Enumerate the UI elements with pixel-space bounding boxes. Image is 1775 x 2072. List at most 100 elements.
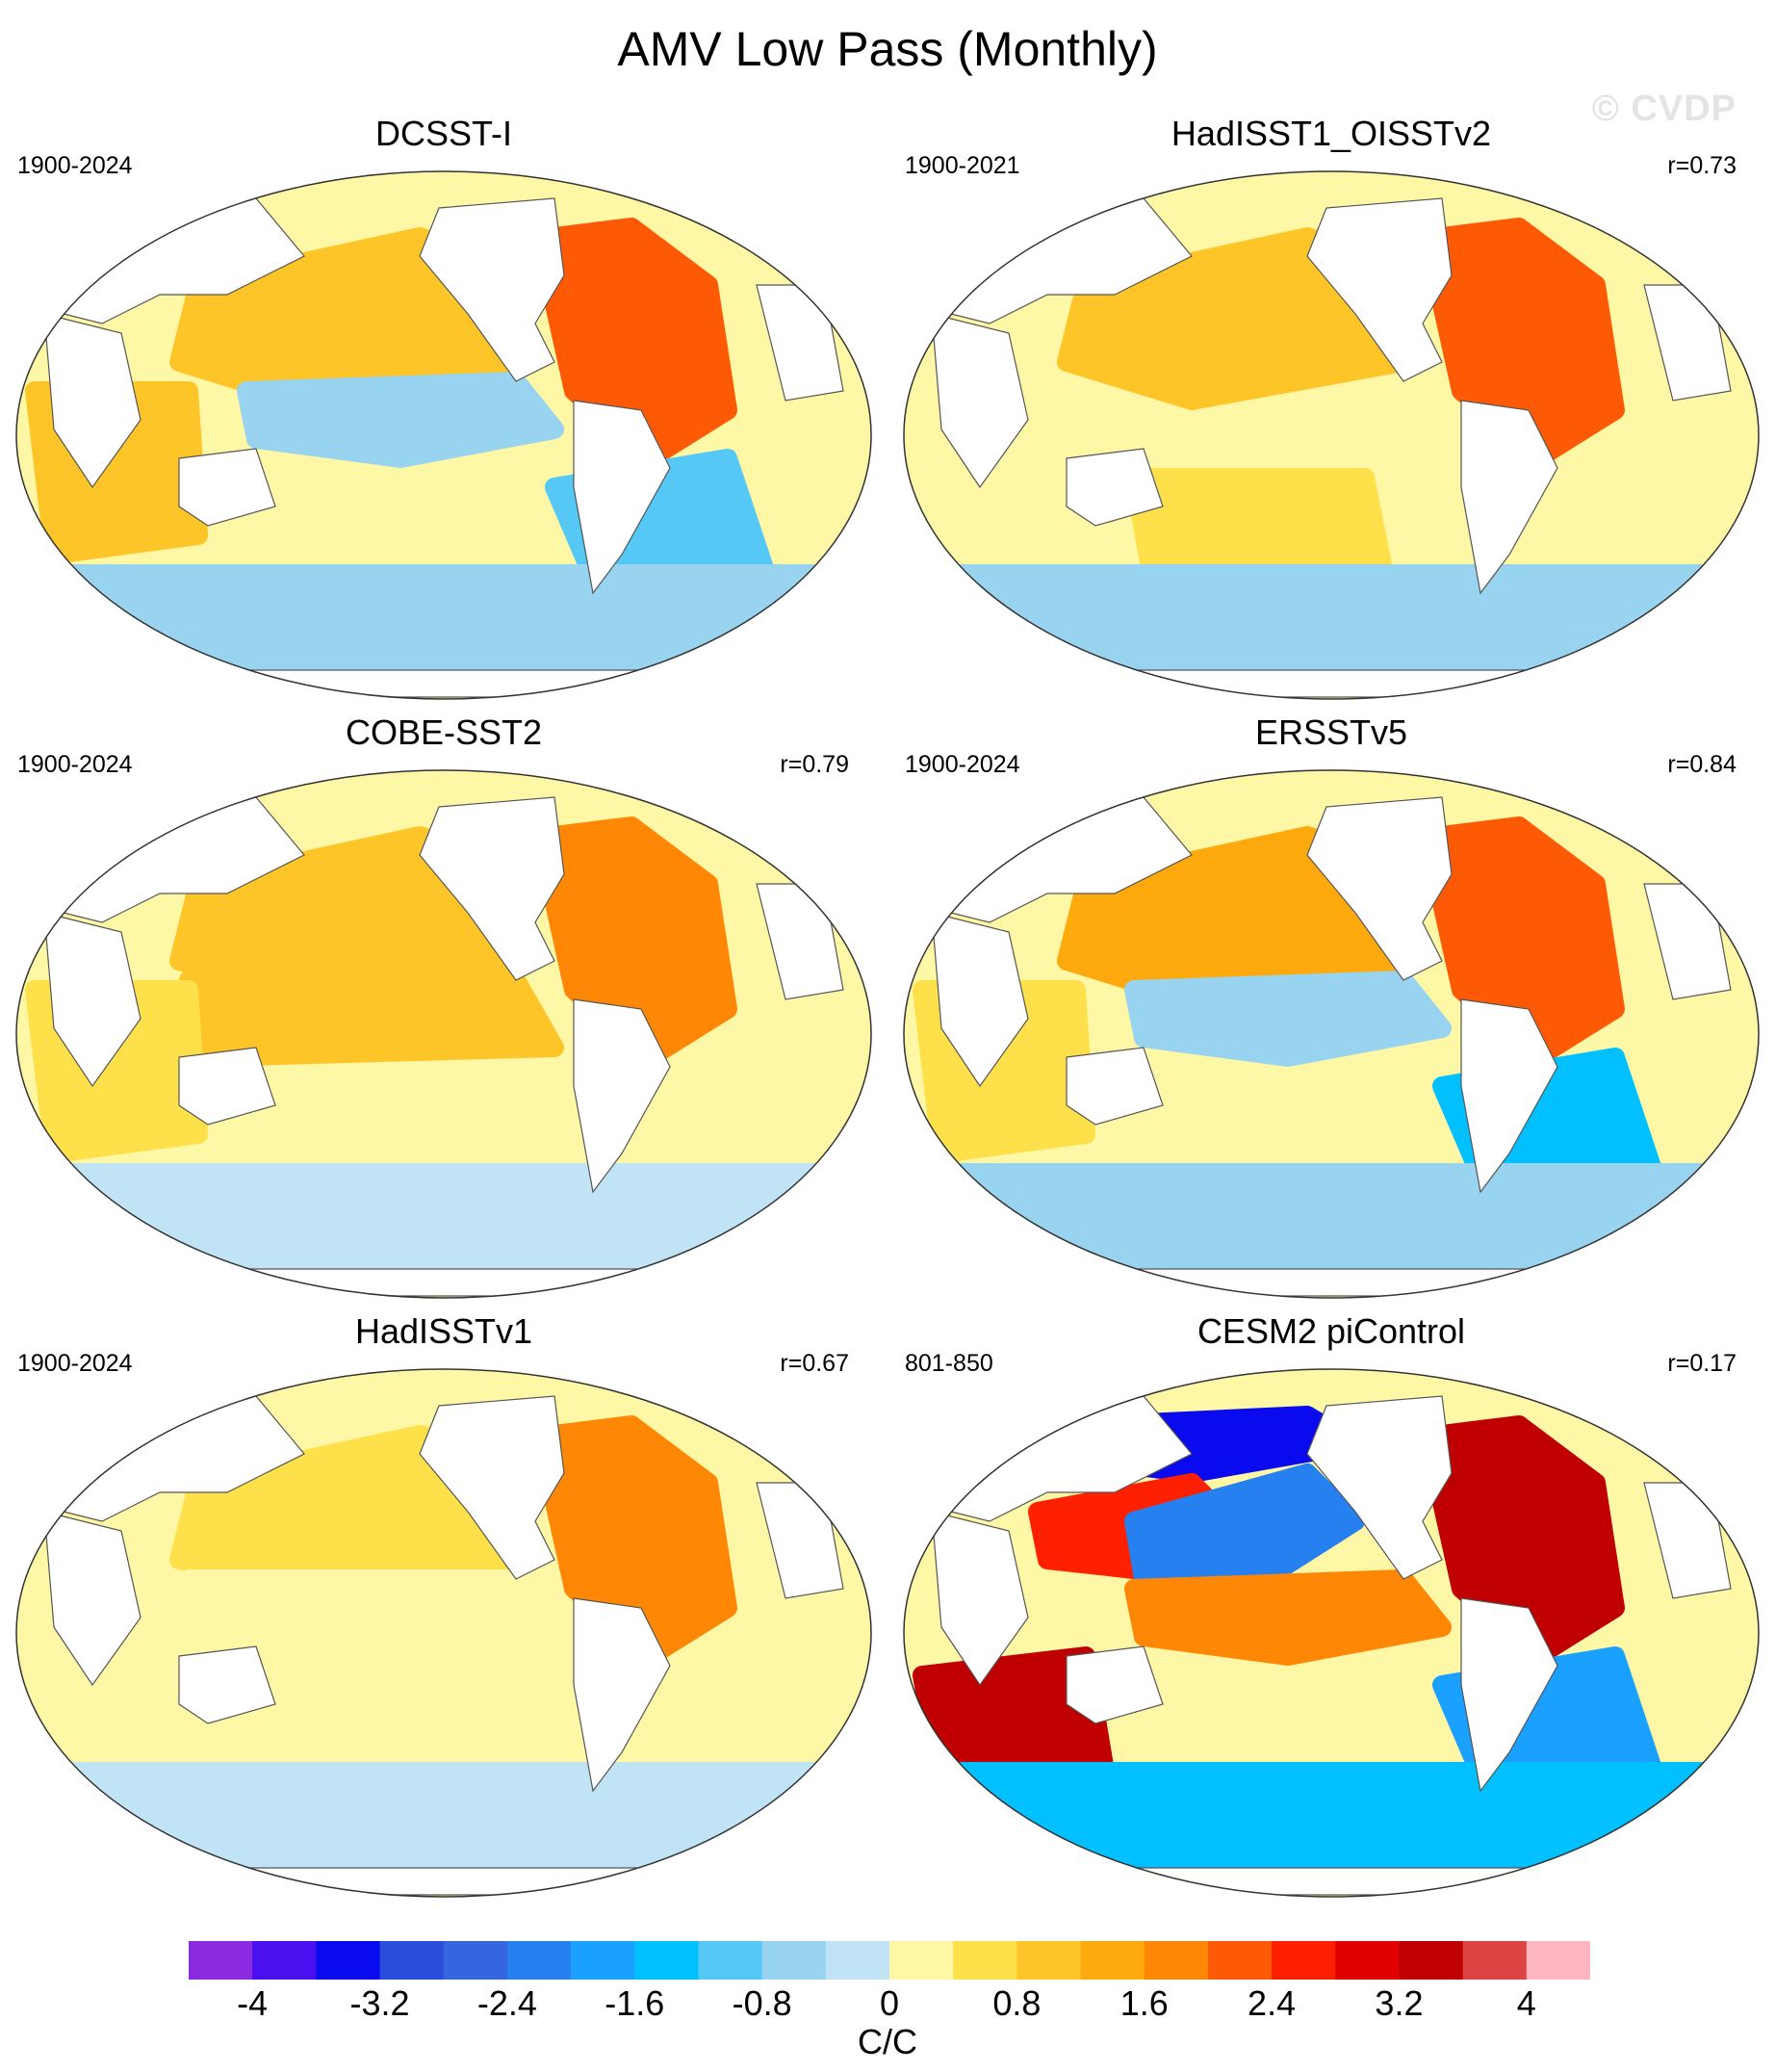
anomaly-central-north-pacific xyxy=(1124,1463,1365,1598)
colorbar-tick-label: 4 xyxy=(1516,1983,1536,2023)
robinson-map xyxy=(15,769,872,1299)
map-frame xyxy=(15,170,872,700)
anomaly-north-atlantic xyxy=(1432,816,1625,1067)
correlation-label: r=0.17 xyxy=(1667,1350,1736,1377)
land-mass-4 xyxy=(178,448,276,527)
colorbar-box-13 xyxy=(1016,1941,1082,1980)
land-mass-0 xyxy=(419,197,565,382)
colorbar-tick-label: 0.8 xyxy=(992,1983,1042,2023)
colorbar-tick-label: 2.4 xyxy=(1248,1983,1297,2023)
anomaly-southern-ocean xyxy=(64,1762,824,1878)
colorbar-box-18 xyxy=(1335,1941,1400,1980)
period-label: 1900-2021 xyxy=(905,152,1020,179)
colorbar-box-19 xyxy=(1399,1941,1464,1980)
correlation-label: r=0.73 xyxy=(1667,152,1736,179)
colorbar-box-21 xyxy=(1526,1941,1590,1980)
land-mass-4 xyxy=(1066,448,1164,527)
colorbar-box-0 xyxy=(189,1941,253,1980)
land-mass-1 xyxy=(1460,1597,1558,1793)
anomaly-tropical-pacific xyxy=(179,1569,564,1666)
land-mass-1 xyxy=(1460,400,1558,595)
colorbar-box-5 xyxy=(506,1941,572,1980)
panel-title: DCSST-I xyxy=(374,114,512,153)
robinson-map xyxy=(15,170,872,700)
land-mass-3 xyxy=(931,1511,1029,1687)
colorbar-tick-label: -0.8 xyxy=(732,1983,792,2023)
period-label: 801-850 xyxy=(905,1350,993,1377)
colorbar-tick-label: 1.6 xyxy=(1119,1983,1169,2023)
colorbar-box-14 xyxy=(1080,1941,1145,1980)
robinson-map xyxy=(903,1368,1760,1898)
anomaly-north-atlantic xyxy=(545,218,737,468)
period-label: 1900-2024 xyxy=(17,152,133,179)
anomaly-tropical-east-pacific xyxy=(1124,1569,1452,1666)
land-mass-0 xyxy=(419,796,565,981)
map-panel-5: CESM2 piControl 801-850 r=0.17 xyxy=(888,1311,1775,1910)
colorbar-tick-label: -4 xyxy=(237,1983,269,2023)
correlation-label: r=0.79 xyxy=(780,751,849,778)
land-mass-1 xyxy=(573,1597,671,1793)
land-mass-1 xyxy=(1460,998,1558,1194)
land-mass-3 xyxy=(931,912,1029,1088)
map-frame xyxy=(903,1368,1760,1898)
anomaly-north-atlantic xyxy=(545,1415,737,1666)
colorbar-box-2 xyxy=(316,1941,381,1980)
land-mass-0 xyxy=(1306,197,1453,382)
anomaly-southern-ocean xyxy=(951,1163,1711,1279)
robinson-map xyxy=(903,769,1760,1299)
period-label: 1900-2024 xyxy=(17,1350,133,1377)
anomaly-southern-ocean xyxy=(951,1762,1711,1878)
land-mass-0 xyxy=(1306,796,1453,981)
colorbar-tick-label: -1.6 xyxy=(605,1983,665,2023)
colorbar-tick-label: -3.2 xyxy=(349,1983,410,2023)
colorbar-box-3 xyxy=(379,1941,445,1980)
land-mass-3 xyxy=(43,912,141,1088)
colorbar-units: C/C xyxy=(858,2022,917,2061)
colorbar-tick-label: 0 xyxy=(879,1983,900,2023)
map-panel-3: ERSSTv5 1900-2024 r=0.84 xyxy=(888,712,1775,1311)
land-mass-3 xyxy=(931,313,1029,489)
map-frame xyxy=(903,170,1760,700)
map-panel-2: COBE-SST2 1900-2024 r=0.79 xyxy=(0,712,888,1311)
colorbar-box-15 xyxy=(1144,1941,1209,1980)
anomaly-north-atlantic xyxy=(1432,1415,1625,1666)
watermark: © CVDP xyxy=(1591,89,1736,129)
colorbar-tick-label: 3.2 xyxy=(1375,1983,1424,2023)
anomaly-tropical-east-pacific xyxy=(1124,971,1452,1067)
anomaly-tropical-east-pacific xyxy=(237,372,564,468)
map-panel-0: DCSST-I 1900-2024 xyxy=(0,114,888,712)
colorbar-box-8 xyxy=(698,1941,763,1980)
robinson-map xyxy=(903,170,1760,700)
colorbar-box-9 xyxy=(761,1941,827,1980)
colorbar-box-4 xyxy=(443,1941,508,1980)
anomaly-southern-ocean xyxy=(951,564,1711,680)
anomaly-north-atlantic xyxy=(545,816,737,1067)
land-mass-0 xyxy=(1306,1395,1453,1580)
colorbar xyxy=(189,1941,1590,1980)
anomaly-north-atlantic xyxy=(1432,218,1625,468)
colorbar-box-16 xyxy=(1207,1941,1273,1980)
colorbar-box-7 xyxy=(634,1941,699,1980)
panel-title: HadISSTv1 xyxy=(354,1311,533,1351)
anomaly-southern-ocean xyxy=(64,1163,824,1279)
land-mass-4 xyxy=(178,1047,276,1126)
land-mass-4 xyxy=(1066,1645,1164,1724)
map-frame xyxy=(15,1368,872,1898)
figure-title: AMV Low Pass (Monthly) xyxy=(617,22,1158,76)
correlation-label: r=0.67 xyxy=(780,1350,849,1377)
map-frame xyxy=(903,769,1760,1299)
land-mass-1 xyxy=(573,998,671,1194)
colorbar-box-6 xyxy=(571,1941,635,1980)
colorbar-box-17 xyxy=(1272,1941,1336,1980)
land-mass-4 xyxy=(1066,1047,1164,1126)
panel-title: ERSSTv5 xyxy=(1254,712,1408,752)
colorbar-box-10 xyxy=(825,1941,890,1980)
land-mass-3 xyxy=(43,313,141,489)
anomaly-tropical-pacific xyxy=(179,971,564,1067)
period-label: 1900-2024 xyxy=(17,751,133,778)
map-panel-1: HadISST1_OISSTv2 1900-2021 r=0.73 xyxy=(888,114,1775,712)
land-mass-0 xyxy=(419,1395,565,1580)
panel-title: COBE-SST2 xyxy=(345,712,543,752)
colorbar-box-20 xyxy=(1462,1941,1528,1980)
colorbar-box-11 xyxy=(889,1941,954,1980)
